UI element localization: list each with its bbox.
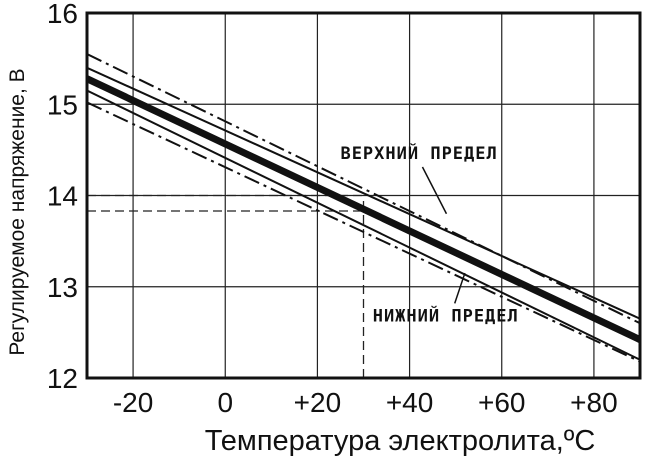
x-tick-label: +60 (478, 387, 526, 418)
series-line (87, 101, 640, 363)
annotation-label: НИЖНИЙ ПРЕДЕЛ (373, 304, 519, 326)
series-line (87, 53, 640, 325)
x-axis-title: Температура электролита,ºC (205, 425, 596, 457)
y-tick-label: 14 (47, 181, 78, 212)
y-tick-label: 13 (47, 272, 78, 303)
x-tick-label: +80 (570, 387, 618, 418)
x-tick-labels: -20 0 +20 +40 +60 +80 (113, 387, 618, 418)
x-tick-label: +20 (294, 387, 342, 418)
y-tick-label: 15 (47, 89, 78, 120)
x-tick-label: -20 (113, 387, 153, 418)
y-axis-title: Регулируемое напряжение, В (6, 68, 29, 355)
series-line (87, 66, 640, 320)
y-tick-label: 12 (47, 363, 78, 394)
x-tick-label: +40 (386, 387, 434, 418)
series-line (87, 89, 640, 361)
series-line (87, 75, 640, 343)
annotations: ВЕРХНИЙ ПРЕДЕЛ НИЖНИЙ ПРЕДЕЛ (340, 142, 519, 326)
annotation-pointer (421, 166, 448, 215)
annotation-label: ВЕРХНИЙ ПРЕДЕЛ (340, 142, 497, 164)
x-tick-label: 0 (217, 387, 233, 418)
series-lines (87, 53, 640, 363)
plot-frame (85, 11, 642, 380)
y-tick-labels: 12 13 14 15 16 (47, 0, 78, 394)
y-tick-label: 16 (47, 0, 78, 29)
annotation-pointer (454, 272, 466, 304)
